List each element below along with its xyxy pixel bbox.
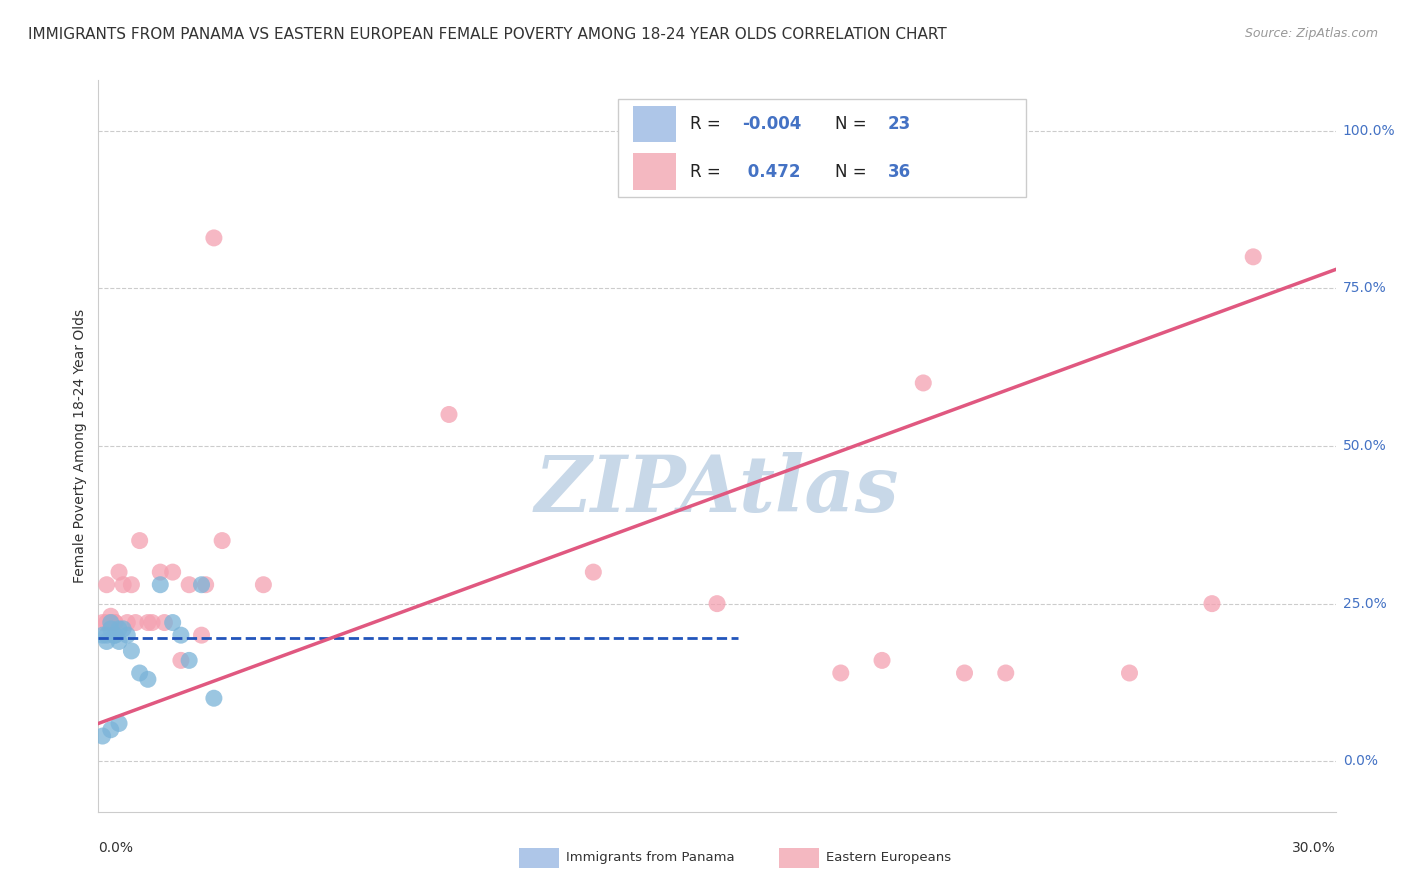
Point bbox=[124, 615, 146, 630]
Point bbox=[830, 665, 852, 680]
Point bbox=[211, 533, 233, 548]
Point bbox=[582, 565, 605, 579]
Point bbox=[1118, 665, 1140, 680]
Text: ZIPAtlas: ZIPAtlas bbox=[534, 451, 900, 528]
Point bbox=[179, 578, 201, 592]
Text: 36: 36 bbox=[887, 162, 911, 181]
Point bbox=[1201, 597, 1223, 611]
Point bbox=[190, 578, 212, 592]
Point bbox=[994, 665, 1017, 680]
Point bbox=[912, 376, 935, 390]
Point bbox=[91, 729, 114, 743]
Point bbox=[96, 628, 118, 642]
Point bbox=[120, 644, 142, 658]
Point bbox=[100, 615, 122, 630]
Point bbox=[202, 231, 225, 245]
Point bbox=[149, 565, 172, 579]
Point bbox=[162, 565, 184, 579]
Point bbox=[170, 628, 193, 642]
Text: 30.0%: 30.0% bbox=[1292, 841, 1336, 855]
Text: Source: ZipAtlas.com: Source: ZipAtlas.com bbox=[1244, 27, 1378, 40]
Point bbox=[190, 628, 212, 642]
Text: Eastern Europeans: Eastern Europeans bbox=[825, 851, 950, 864]
Text: 50.0%: 50.0% bbox=[1343, 439, 1386, 453]
Text: R =: R = bbox=[690, 162, 725, 181]
Point bbox=[706, 597, 728, 611]
Point bbox=[128, 665, 150, 680]
Point bbox=[128, 533, 150, 548]
Point bbox=[100, 723, 122, 737]
Point bbox=[104, 628, 127, 642]
Point bbox=[141, 615, 163, 630]
Bar bbox=[519, 847, 558, 868]
Point bbox=[120, 578, 142, 592]
Point bbox=[1241, 250, 1264, 264]
Point bbox=[136, 673, 159, 687]
Bar bbox=[633, 106, 676, 143]
Text: N =: N = bbox=[835, 115, 872, 133]
Point bbox=[194, 578, 217, 592]
Point bbox=[108, 565, 131, 579]
Point bbox=[100, 609, 122, 624]
Point bbox=[179, 653, 201, 667]
Text: 0.0%: 0.0% bbox=[1343, 755, 1378, 768]
Point bbox=[104, 615, 127, 630]
Text: 75.0%: 75.0% bbox=[1343, 281, 1386, 295]
Text: IMMIGRANTS FROM PANAMA VS EASTERN EUROPEAN FEMALE POVERTY AMONG 18-24 YEAR OLDS : IMMIGRANTS FROM PANAMA VS EASTERN EUROPE… bbox=[28, 27, 946, 42]
Point bbox=[100, 622, 122, 636]
Point bbox=[91, 615, 114, 630]
Point bbox=[162, 615, 184, 630]
Point bbox=[108, 622, 131, 636]
Point bbox=[252, 578, 274, 592]
Text: Immigrants from Panama: Immigrants from Panama bbox=[567, 851, 735, 864]
Point bbox=[108, 634, 131, 648]
Point bbox=[149, 578, 172, 592]
Text: N =: N = bbox=[835, 162, 872, 181]
Text: -0.004: -0.004 bbox=[742, 115, 801, 133]
Point bbox=[437, 408, 460, 422]
Point bbox=[104, 615, 127, 630]
Point bbox=[117, 615, 139, 630]
Point bbox=[112, 622, 135, 636]
Point bbox=[96, 634, 118, 648]
Text: 23: 23 bbox=[887, 115, 911, 133]
Point bbox=[117, 628, 139, 642]
FancyBboxPatch shape bbox=[619, 99, 1026, 197]
Point bbox=[170, 653, 193, 667]
Text: 100.0%: 100.0% bbox=[1343, 124, 1395, 137]
Point bbox=[104, 628, 127, 642]
Text: 0.472: 0.472 bbox=[742, 162, 800, 181]
Point bbox=[953, 665, 976, 680]
Text: 0.0%: 0.0% bbox=[98, 841, 134, 855]
Point bbox=[91, 628, 114, 642]
Text: R =: R = bbox=[690, 115, 725, 133]
Point bbox=[136, 615, 159, 630]
Bar bbox=[633, 153, 676, 190]
Point bbox=[202, 691, 225, 706]
Y-axis label: Female Poverty Among 18-24 Year Olds: Female Poverty Among 18-24 Year Olds bbox=[73, 309, 87, 583]
Point bbox=[870, 653, 893, 667]
Bar bbox=[779, 847, 818, 868]
Point bbox=[153, 615, 176, 630]
Point bbox=[96, 578, 118, 592]
Point bbox=[112, 578, 135, 592]
Text: 25.0%: 25.0% bbox=[1343, 597, 1386, 611]
Point bbox=[108, 716, 131, 731]
Point bbox=[100, 615, 122, 630]
Point bbox=[96, 615, 118, 630]
